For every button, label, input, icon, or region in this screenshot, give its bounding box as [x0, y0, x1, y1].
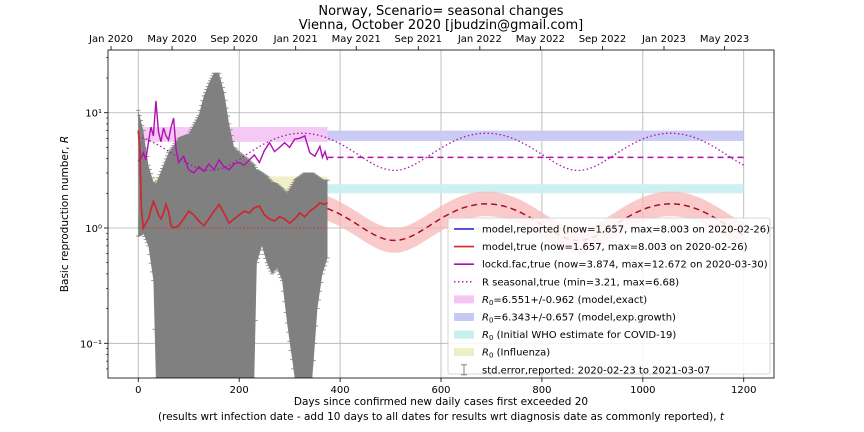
legend-box — [447, 217, 771, 375]
chart-title-line2: Vienna, October 2020 [jbudzin@gmail.com] — [299, 18, 583, 33]
r-seasonal-line — [138, 132, 744, 172]
tick-label-top-0: Jan 2020 — [88, 34, 133, 45]
tick-label-top-5: Sep 2021 — [395, 34, 442, 45]
legend: model,reported (now=1.657, max=8.003 on … — [447, 217, 771, 376]
tick-label-top-8: Sep 2022 — [579, 34, 626, 45]
legend-label-rest: (Initial WHO estimate for COVID-19) — [493, 330, 676, 341]
chart-title-line1: Norway, Scenario= seasonal changes — [318, 4, 563, 19]
legend-label-r: R — [482, 313, 489, 324]
tick-label-top-3: Jan 2021 — [273, 34, 318, 45]
legend-label-7: R0 (Influenza) — [482, 348, 550, 360]
tick-label-top-10: May 2023 — [700, 34, 749, 45]
x-axis-label-line2: (results wrt infection date - add 10 day… — [158, 411, 725, 423]
tick-label-top-2: Sep 2020 — [210, 34, 257, 45]
x-axis-label-line2-text: (results wrt infection date - add 10 day… — [158, 411, 720, 423]
model-true-line — [137, 130, 328, 231]
tick-label-top-7: May 2022 — [516, 34, 565, 45]
y-axis-label-text: Basic reproduction number, — [59, 143, 71, 292]
tick-label-x-1000: 1000 — [630, 385, 655, 396]
legend-label-rest: (Influenza) — [493, 348, 550, 359]
legend-label-4: R0=6.551+/-0.962 (model,exact) — [482, 295, 647, 307]
y-axis-label: Basic reproduction number, R — [59, 136, 71, 292]
axis-ticks: 0 200 400 600 800 1000 1200 Jan 2020 May 2020 Sep… — [80, 34, 756, 396]
tick-label-y-2: 10¹ — [85, 109, 102, 120]
tick-label-top-9: Jan 2023 — [641, 34, 686, 45]
tick-label-top-4: May 2021 — [332, 34, 381, 45]
r0-band-1 — [327, 130, 744, 141]
legend-label-5: R0=6.343+/-0.657 (model,exp.growth) — [482, 313, 676, 325]
r0-band-2 — [327, 184, 744, 194]
legend-label-1: model,true (now=1.657, max=8.003 on 2020… — [482, 242, 748, 253]
stderr-layer — [136, 72, 330, 378]
legend-label-2: lockd.fac,true (now=3.874, max=12.672 on… — [482, 260, 768, 271]
legend-label-rest: =6.343+/-0.657 (model,exp.growth) — [493, 313, 676, 324]
legend-handle-7 — [454, 348, 474, 357]
legend-label-6: R0 (Initial WHO estimate for COVID-19) — [482, 330, 676, 342]
y-axis-label-var: R — [59, 136, 71, 143]
legend-label-sub: 0 — [489, 299, 493, 307]
r0-band-0 — [138, 127, 328, 142]
tick-label-y-1: 10⁰ — [85, 224, 102, 235]
stderr-area — [138, 73, 328, 378]
tick-label-x-200: 200 — [230, 385, 249, 396]
legend-label-sub: 0 — [489, 317, 493, 325]
legend-handle-5 — [454, 313, 474, 321]
legend-label-8: std.error,reported: 2020-02-23 to 2021-0… — [482, 365, 710, 376]
model-forecast-line — [327, 203, 745, 242]
tick-label-top-6: Jan 2022 — [457, 34, 502, 45]
tick-label-x-600: 600 — [431, 385, 450, 396]
legend-handle-6 — [454, 330, 474, 339]
legend-label-0: model,reported (now=1.657, max=8.003 on … — [482, 225, 770, 236]
tick-label-x-800: 800 — [532, 385, 551, 396]
x-axis-label-line1: Days since confirmed new daily cases fir… — [294, 396, 588, 408]
legend-label-sub: 0 — [489, 352, 493, 360]
legend-label-r: R — [482, 295, 489, 306]
legend-label-sub: 0 — [489, 334, 493, 342]
tick-label-y-0: 10⁻¹ — [80, 339, 102, 350]
legend-label-rest: =6.551+/-0.962 (model,exact) — [493, 295, 647, 306]
legend-label-3: R seasonal,true (min=3.21, max=6.68) — [482, 277, 679, 288]
tick-label-x-0: 0 — [135, 385, 141, 396]
legend-label-r: R — [482, 330, 489, 341]
tick-label-x-1200: 1200 — [731, 385, 756, 396]
legend-label-r: R — [482, 348, 489, 359]
lockdown-true-line — [137, 100, 329, 174]
tick-label-top-1: May 2020 — [147, 34, 196, 45]
x-axis-label-var: t — [720, 411, 725, 423]
legend-handle-4 — [454, 295, 474, 304]
tick-label-x-400: 400 — [331, 385, 350, 396]
